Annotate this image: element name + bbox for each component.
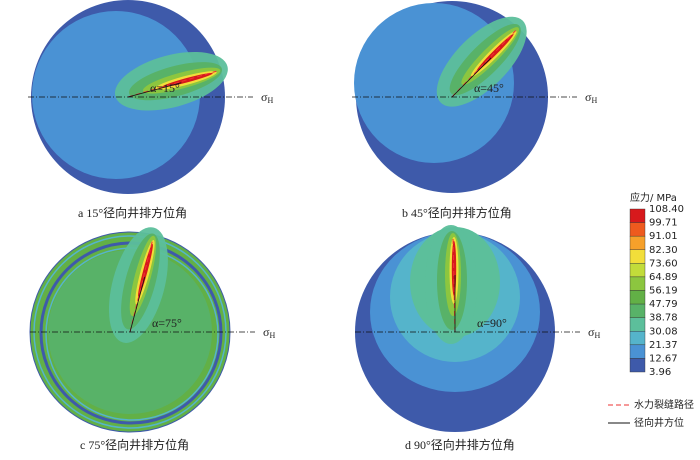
angle-label: α=15° bbox=[150, 81, 180, 95]
crack-zone bbox=[425, 225, 477, 344]
contour-plot: σHα=90°d 90°径向井排方位角 bbox=[355, 225, 600, 452]
angle-label: α=90° bbox=[477, 316, 507, 330]
crack-zone bbox=[114, 51, 228, 111]
stress-label: σH bbox=[263, 325, 275, 340]
colorbar-swatch bbox=[629, 249, 646, 264]
caption: b 45°径向井排方位角 bbox=[402, 205, 512, 220]
legend-label: 水力裂缝路径 bbox=[634, 398, 694, 411]
caption: d 90°径向井排方位角 bbox=[405, 437, 515, 452]
well-direction bbox=[127, 82, 182, 98]
colorbar-swatch bbox=[629, 208, 646, 223]
colorbar-swatch bbox=[629, 317, 646, 332]
contour-plot: σHα=45°b 45°径向井排方位角 bbox=[352, 1, 597, 220]
crack-zone bbox=[436, 16, 527, 107]
stress-label: σH bbox=[261, 90, 273, 105]
colorbar-swatch bbox=[629, 344, 646, 359]
stress-label: σH bbox=[585, 90, 597, 105]
stress-symbol: σ bbox=[588, 325, 595, 339]
colorbar-swatch bbox=[629, 263, 646, 278]
colorbar-label: 64.89 bbox=[649, 272, 678, 283]
angle-label: α=75° bbox=[152, 316, 182, 330]
crack-path bbox=[451, 30, 517, 98]
legend-label: 径向井方位 bbox=[634, 416, 684, 429]
colorbar-label: 3.96 bbox=[649, 367, 671, 378]
colorbar-label: 38.78 bbox=[649, 313, 678, 324]
well-direction bbox=[451, 57, 492, 98]
colorbar-swatch bbox=[629, 331, 646, 346]
angle-label: α=45° bbox=[474, 81, 504, 95]
stress-subscript: H bbox=[591, 96, 597, 105]
caption: c 75°径向井排方位角 bbox=[80, 437, 189, 452]
crack-path bbox=[127, 70, 217, 98]
colorbar-swatch bbox=[629, 222, 646, 237]
colorbar-title: 应力/ MPa bbox=[630, 191, 677, 204]
colorbar-swatch bbox=[629, 358, 646, 373]
colorbar-label: 108.40 bbox=[649, 204, 684, 215]
colorbar-label: 47.79 bbox=[649, 299, 678, 310]
stress-subscript: H bbox=[267, 96, 273, 105]
stress-subscript: H bbox=[269, 331, 275, 340]
stress-symbol: σ bbox=[585, 90, 592, 104]
crack-zone bbox=[108, 227, 168, 343]
colorbar-label: 30.08 bbox=[649, 326, 678, 337]
contour-plot: σHα=15°a 15°径向井排方位角 bbox=[28, 0, 273, 220]
colorbar-swatch bbox=[629, 303, 646, 318]
colorbar-label: 99.71 bbox=[649, 218, 678, 229]
contour-plot: σHα=75°c 75°径向井排方位角 bbox=[29, 227, 275, 452]
stress-symbol: σ bbox=[263, 325, 270, 339]
stress-label: σH bbox=[588, 325, 600, 340]
colorbar-label: 91.01 bbox=[649, 231, 678, 242]
colorbar-swatch bbox=[629, 290, 646, 305]
caption: a 15°径向井排方位角 bbox=[78, 205, 187, 220]
colorbar-swatch bbox=[629, 235, 646, 250]
colorbar-label: 73.60 bbox=[649, 258, 678, 269]
colorbar-label: 82.30 bbox=[649, 245, 678, 256]
colorbar-label: 56.19 bbox=[649, 286, 678, 297]
colorbar-label: 12.67 bbox=[649, 353, 678, 364]
well-direction bbox=[129, 276, 146, 333]
stress-subscript: H bbox=[594, 331, 600, 340]
colorbar-label: 21.37 bbox=[649, 340, 678, 351]
stress-symbol: σ bbox=[261, 90, 268, 104]
colorbar-swatch bbox=[629, 276, 646, 291]
